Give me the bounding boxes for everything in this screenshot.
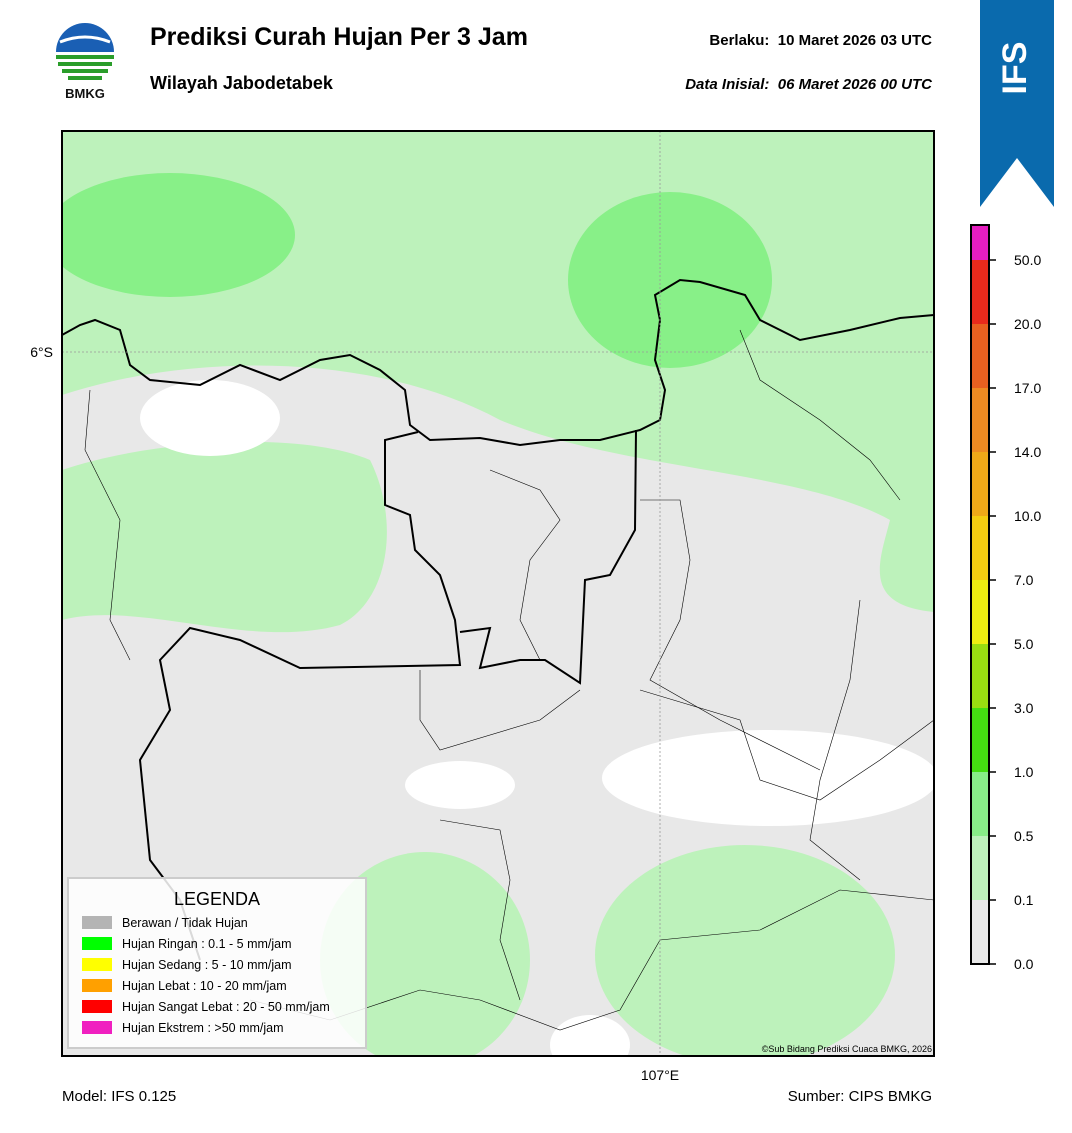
colorbar-segment: [971, 644, 989, 708]
model-info: Model: IFS 0.125: [62, 1088, 176, 1105]
legend: Berawan / Tidak Hujan Hujan Ringan : 0.1 …: [82, 916, 330, 1035]
colorbar-segment: [971, 900, 989, 964]
colorbar: 0.0 0.1 0.5 1.0 3.0 5.0 7.0 10.0 14.0 17.0 20.0 50.…: [970, 224, 1041, 972]
colorbar-label: 20.0: [1014, 316, 1041, 332]
colorbar-segment: [971, 516, 989, 580]
colorbar-label: 3.0: [1014, 700, 1034, 716]
legend-box: [67, 877, 367, 1049]
colorbar-label: 0.5: [1014, 828, 1034, 844]
legend-swatch: [82, 958, 112, 971]
colorbar-label: 17.0: [1014, 380, 1041, 396]
colorbar-segment: [971, 388, 989, 452]
colorbar-label: 10.0: [1014, 508, 1041, 524]
legend-label: Hujan Sedang : 5 - 10 mm/jam: [122, 958, 292, 972]
colorbar-label: 1.0: [1014, 764, 1034, 780]
colorbar-segment: [971, 324, 989, 388]
colorbar-segment: [971, 452, 989, 516]
colorbar-segment: [971, 580, 989, 644]
legend-swatch: [82, 937, 112, 950]
lon-label: 107°E: [641, 1067, 679, 1083]
legend-swatch: [82, 1000, 112, 1013]
logo-text: BMKG: [65, 86, 105, 101]
colorbar-label: 5.0: [1014, 636, 1034, 652]
legend-title: LEGENDA: [174, 889, 260, 909]
initial-time: Data Inisial: 06 Maret 2026 00 UTC: [685, 76, 933, 93]
colorbar-label: 0.0: [1014, 956, 1034, 972]
subtitle: Wilayah Jabodetabek: [150, 73, 334, 93]
legend-label: Berawan / Tidak Hujan: [122, 916, 248, 930]
legend-swatch: [82, 979, 112, 992]
legend-label: Hujan Ringan : 0.1 - 5 mm/jam: [122, 937, 292, 951]
colorbar-segment: [971, 708, 989, 772]
colorbar-label: 0.1: [1014, 892, 1034, 908]
legend-label: Hujan Lebat : 10 - 20 mm/jam: [122, 979, 287, 993]
colorbar-segment: [971, 772, 989, 836]
logo: [56, 23, 114, 80]
model-badge: [980, 0, 1054, 207]
colorbar-label: 50.0: [1014, 252, 1041, 268]
legend-swatch: [82, 916, 112, 929]
colorbar-segment: [971, 225, 989, 260]
colorbar-label: 7.0: [1014, 572, 1034, 588]
badge-text: IFS: [996, 42, 1034, 95]
colorbar-segment: [971, 260, 989, 324]
map-area: [62, 131, 934, 1056]
map-frame: [61, 130, 935, 1057]
legend-swatch: [82, 1021, 112, 1034]
title: Prediksi Curah Hujan Per 3 Jam: [150, 23, 528, 51]
valid-time: Berlaku: 10 Maret 2026 03 UTC: [709, 32, 932, 49]
colorbar-frame: [970, 224, 990, 965]
legend-label: Hujan Sangat Lebat : 20 - 50 mm/jam: [122, 1000, 330, 1014]
lat-label: 6°S: [30, 344, 53, 360]
colorbar-label: 14.0: [1014, 444, 1041, 460]
source: Sumber: CIPS BMKG: [788, 1088, 932, 1105]
legend-label: Hujan Ekstrem : >50 mm/jam: [122, 1021, 284, 1035]
credit: ©Sub Bidang Prediksi Cuaca BMKG, 2026: [762, 1044, 932, 1054]
colorbar-segment: [971, 836, 989, 900]
